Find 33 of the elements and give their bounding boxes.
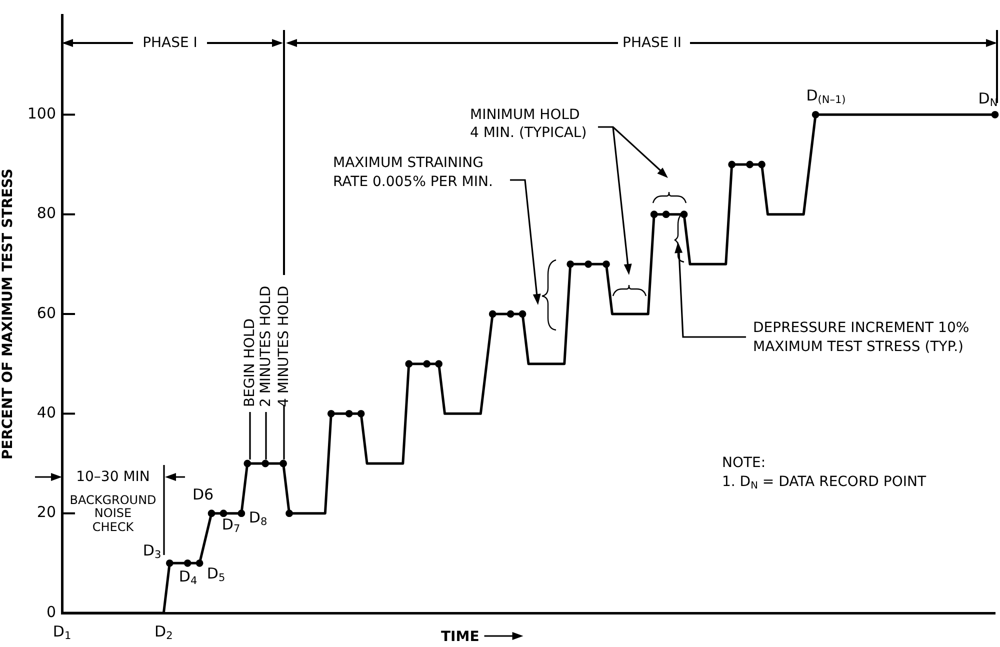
annotation: 4 MIN. (TYPICAL) <box>470 125 587 141</box>
x-tick-label: D$_{1}$ <box>52 622 72 642</box>
annotation: 2 MINUTES HOLD <box>258 286 274 407</box>
annotation: D$_{(N–1)}$ <box>806 86 846 106</box>
annotation: NOTE: <box>722 455 766 471</box>
annotation: D$_{7}$ <box>222 515 240 536</box>
x-tick-label: D$_{2}$ <box>154 622 173 642</box>
annotation: DEPRESSURE INCREMENT 10% <box>753 320 970 336</box>
annotation: CHECK <box>92 520 134 534</box>
annotation: 10–30 MIN <box>76 469 150 485</box>
annotation: PHASE II <box>622 35 682 51</box>
y-axis-title: PERCENT OF MAXIMUM TEST STRESS <box>0 168 16 460</box>
annotation: BEGIN HOLD <box>242 318 258 407</box>
annotation: D6 <box>192 486 214 504</box>
annotation: D$_{3}$ <box>142 541 162 562</box>
annotation: MINIMUM HOLD <box>470 107 580 123</box>
annotation: 1. D$_{N}$ = DATA RECORD POINT <box>722 474 926 492</box>
annotation: BACKGROUND <box>70 493 156 507</box>
y-tick-label: 100 <box>27 104 56 123</box>
y-tick-label: 0 <box>46 602 56 621</box>
annotation: RATE 0.005% PER MIN. <box>333 174 493 190</box>
annotation: D$_{5}$ <box>206 564 226 584</box>
y-tick-label: 40 <box>36 404 56 422</box>
x-axis-title: TIME <box>441 629 480 645</box>
annotation: D$_{4}$ <box>178 567 198 588</box>
y-tick-label: 60 <box>36 304 56 322</box>
annotation: MAXIMUM STRAINING <box>333 155 484 171</box>
y-tick-label: 20 <box>36 503 56 522</box>
annotation: D$_{8}$ <box>248 508 268 528</box>
y-tick-label: 80 <box>36 204 56 222</box>
annotation: PHASE I <box>142 35 198 51</box>
annotation: NOISE <box>94 506 132 520</box>
annotation: MAXIMUM TEST STRESS (TYP.) <box>753 339 964 355</box>
